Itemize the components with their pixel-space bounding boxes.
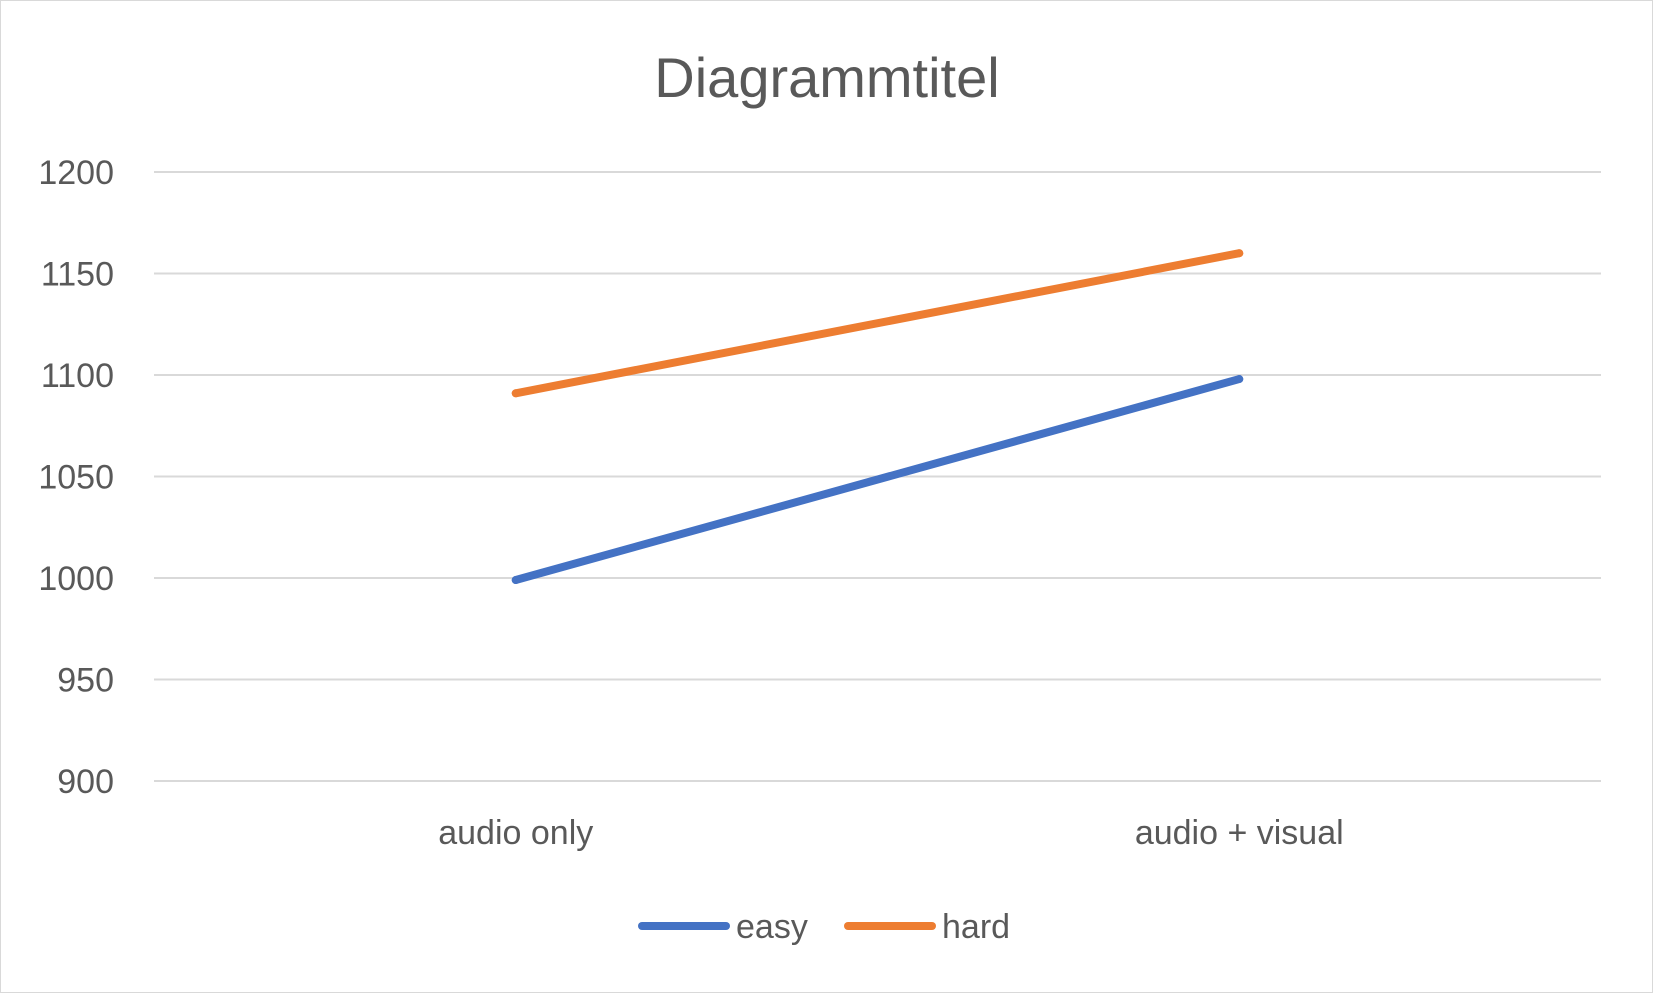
data-point-easy [1235,375,1244,384]
y-tick-label: 1150 [41,256,114,294]
x-tick-label: audio + visual [1135,814,1344,852]
y-tick-label: 950 [57,662,114,700]
data-point-hard [511,389,520,398]
y-tick-label: 900 [57,763,114,801]
y-axis: 900 950 1000 1050 1100 1150 1200 [38,154,114,801]
data-point-easy [511,576,520,585]
legend-label-hard: hard [942,908,1010,946]
y-tick-label: 1050 [38,459,114,497]
x-tick-label: audio only [438,814,593,852]
chart-title: Diagrammtitel [654,46,999,109]
legend: easy hard [638,908,1010,946]
series-line-easy [511,375,1244,585]
gridlines [154,171,1601,782]
y-tick-label: 1100 [41,357,114,395]
y-tick-label: 1200 [38,154,114,192]
series-lines [511,249,1244,585]
series-line-hard [511,249,1244,398]
legend-label-easy: easy [736,908,808,946]
x-axis: audio only audio + visual [438,814,1343,852]
data-point-hard [1235,249,1244,258]
y-tick-label: 1000 [38,560,114,598]
